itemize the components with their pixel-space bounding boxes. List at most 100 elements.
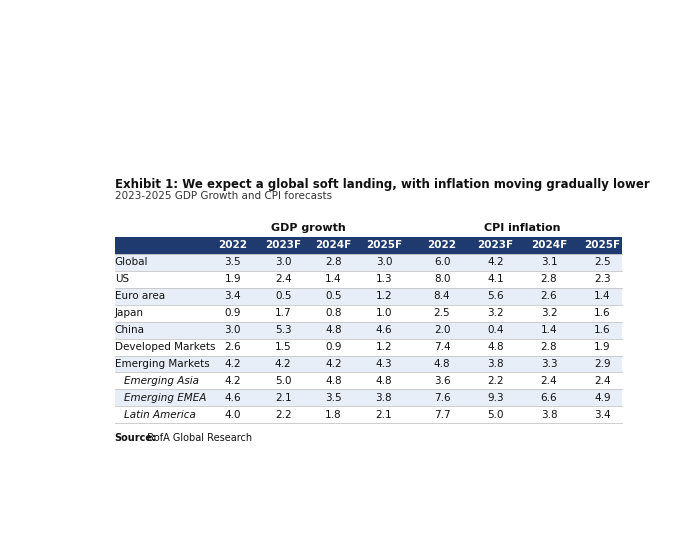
Text: BofA Global Research: BofA Global Research <box>144 432 252 443</box>
Text: 6.0: 6.0 <box>434 257 450 267</box>
Text: 4.3: 4.3 <box>376 359 392 369</box>
Text: 4.2: 4.2 <box>487 257 504 267</box>
Text: 2.1: 2.1 <box>275 393 291 403</box>
Text: 5.0: 5.0 <box>487 410 504 420</box>
Text: 6.6: 6.6 <box>540 393 557 403</box>
Text: Exhibit 1: We expect a global soft landing, with inflation moving gradually lowe: Exhibit 1: We expect a global soft landi… <box>115 178 650 191</box>
Text: 4.2: 4.2 <box>225 359 241 369</box>
Text: 2022: 2022 <box>428 240 456 250</box>
Text: 4.8: 4.8 <box>326 376 342 386</box>
Text: 5.0: 5.0 <box>275 376 291 386</box>
Text: 1.6: 1.6 <box>594 325 611 335</box>
Text: 1.4: 1.4 <box>326 274 342 284</box>
Text: 2.4: 2.4 <box>594 376 611 386</box>
Text: 4.9: 4.9 <box>594 393 611 403</box>
Text: 1.0: 1.0 <box>376 308 392 318</box>
Text: 0.8: 0.8 <box>326 308 342 318</box>
Text: 4.8: 4.8 <box>326 325 342 335</box>
Bar <box>115 322 622 339</box>
Text: 1.2: 1.2 <box>376 292 392 301</box>
Text: 2025F: 2025F <box>366 240 402 250</box>
Bar <box>115 254 622 271</box>
Text: 4.8: 4.8 <box>487 342 504 352</box>
Text: 2.0: 2.0 <box>434 325 450 335</box>
Bar <box>115 372 622 389</box>
Text: 1.3: 1.3 <box>376 274 392 284</box>
Text: 3.2: 3.2 <box>540 308 557 318</box>
Text: 2.2: 2.2 <box>487 376 504 386</box>
Text: CPI inflation: CPI inflation <box>484 223 561 233</box>
Text: 0.4: 0.4 <box>487 325 504 335</box>
Text: 1.7: 1.7 <box>275 308 291 318</box>
Text: 2.1: 2.1 <box>376 410 392 420</box>
Text: 0.9: 0.9 <box>225 308 241 318</box>
Text: 2.8: 2.8 <box>326 257 342 267</box>
Text: 1.4: 1.4 <box>540 325 557 335</box>
Text: 2023F: 2023F <box>477 240 514 250</box>
Text: 0.9: 0.9 <box>326 342 342 352</box>
Text: 4.6: 4.6 <box>376 325 392 335</box>
Text: 4.2: 4.2 <box>326 359 342 369</box>
Bar <box>115 406 622 424</box>
Text: 4.2: 4.2 <box>275 359 291 369</box>
Text: 2.4: 2.4 <box>540 376 557 386</box>
Text: 3.5: 3.5 <box>326 393 342 403</box>
Text: 3.5: 3.5 <box>225 257 241 267</box>
Text: US: US <box>115 274 129 284</box>
Text: 3.1: 3.1 <box>540 257 557 267</box>
Text: 4.1: 4.1 <box>487 274 504 284</box>
Text: Emerging Asia: Emerging Asia <box>124 376 199 386</box>
Text: Japan: Japan <box>115 308 144 318</box>
Text: 2023F: 2023F <box>265 240 301 250</box>
Text: 1.5: 1.5 <box>275 342 291 352</box>
Text: 2.9: 2.9 <box>594 359 611 369</box>
Text: 0.5: 0.5 <box>326 292 342 301</box>
Text: 2.4: 2.4 <box>275 274 291 284</box>
Bar <box>115 305 622 322</box>
Text: 2023-2025 GDP Growth and CPI forecasts: 2023-2025 GDP Growth and CPI forecasts <box>115 191 332 201</box>
Text: 2022: 2022 <box>218 240 247 250</box>
Text: 7.4: 7.4 <box>434 342 450 352</box>
Bar <box>115 389 622 406</box>
Text: 2.8: 2.8 <box>540 342 557 352</box>
Text: 3.0: 3.0 <box>275 257 291 267</box>
Text: 1.9: 1.9 <box>225 274 241 284</box>
Bar <box>115 288 622 305</box>
Text: China: China <box>115 325 145 335</box>
Text: 3.8: 3.8 <box>376 393 392 403</box>
Text: 3.8: 3.8 <box>487 359 504 369</box>
Text: 3.4: 3.4 <box>225 292 241 301</box>
Text: Euro area: Euro area <box>115 292 164 301</box>
Text: 2.2: 2.2 <box>275 410 291 420</box>
Text: 4.0: 4.0 <box>225 410 241 420</box>
Text: 3.8: 3.8 <box>540 410 557 420</box>
Text: Global: Global <box>115 257 148 267</box>
Text: 1.9: 1.9 <box>594 342 611 352</box>
Text: 4.8: 4.8 <box>376 376 392 386</box>
Text: 4.2: 4.2 <box>225 376 241 386</box>
Bar <box>115 271 622 288</box>
Text: 7.7: 7.7 <box>434 410 450 420</box>
Text: 3.0: 3.0 <box>376 257 392 267</box>
Text: 3.3: 3.3 <box>540 359 557 369</box>
Text: 8.0: 8.0 <box>434 274 450 284</box>
Text: 8.4: 8.4 <box>434 292 450 301</box>
Text: 7.6: 7.6 <box>434 393 450 403</box>
Text: 3.6: 3.6 <box>434 376 450 386</box>
Text: 2025F: 2025F <box>584 240 621 250</box>
Text: 1.8: 1.8 <box>326 410 342 420</box>
Text: 4.6: 4.6 <box>225 393 241 403</box>
Text: Source:: Source: <box>115 432 157 443</box>
Text: 1.4: 1.4 <box>594 292 611 301</box>
Text: 3.0: 3.0 <box>225 325 241 335</box>
Text: 1.2: 1.2 <box>376 342 392 352</box>
Text: 3.2: 3.2 <box>487 308 504 318</box>
Text: 2024F: 2024F <box>316 240 351 250</box>
Bar <box>115 339 622 355</box>
Text: 4.8: 4.8 <box>434 359 450 369</box>
Text: GDP growth: GDP growth <box>271 223 346 233</box>
Text: Emerging EMEA: Emerging EMEA <box>124 393 206 403</box>
Text: 0.5: 0.5 <box>275 292 291 301</box>
Bar <box>115 355 622 372</box>
Text: 2.6: 2.6 <box>225 342 241 352</box>
